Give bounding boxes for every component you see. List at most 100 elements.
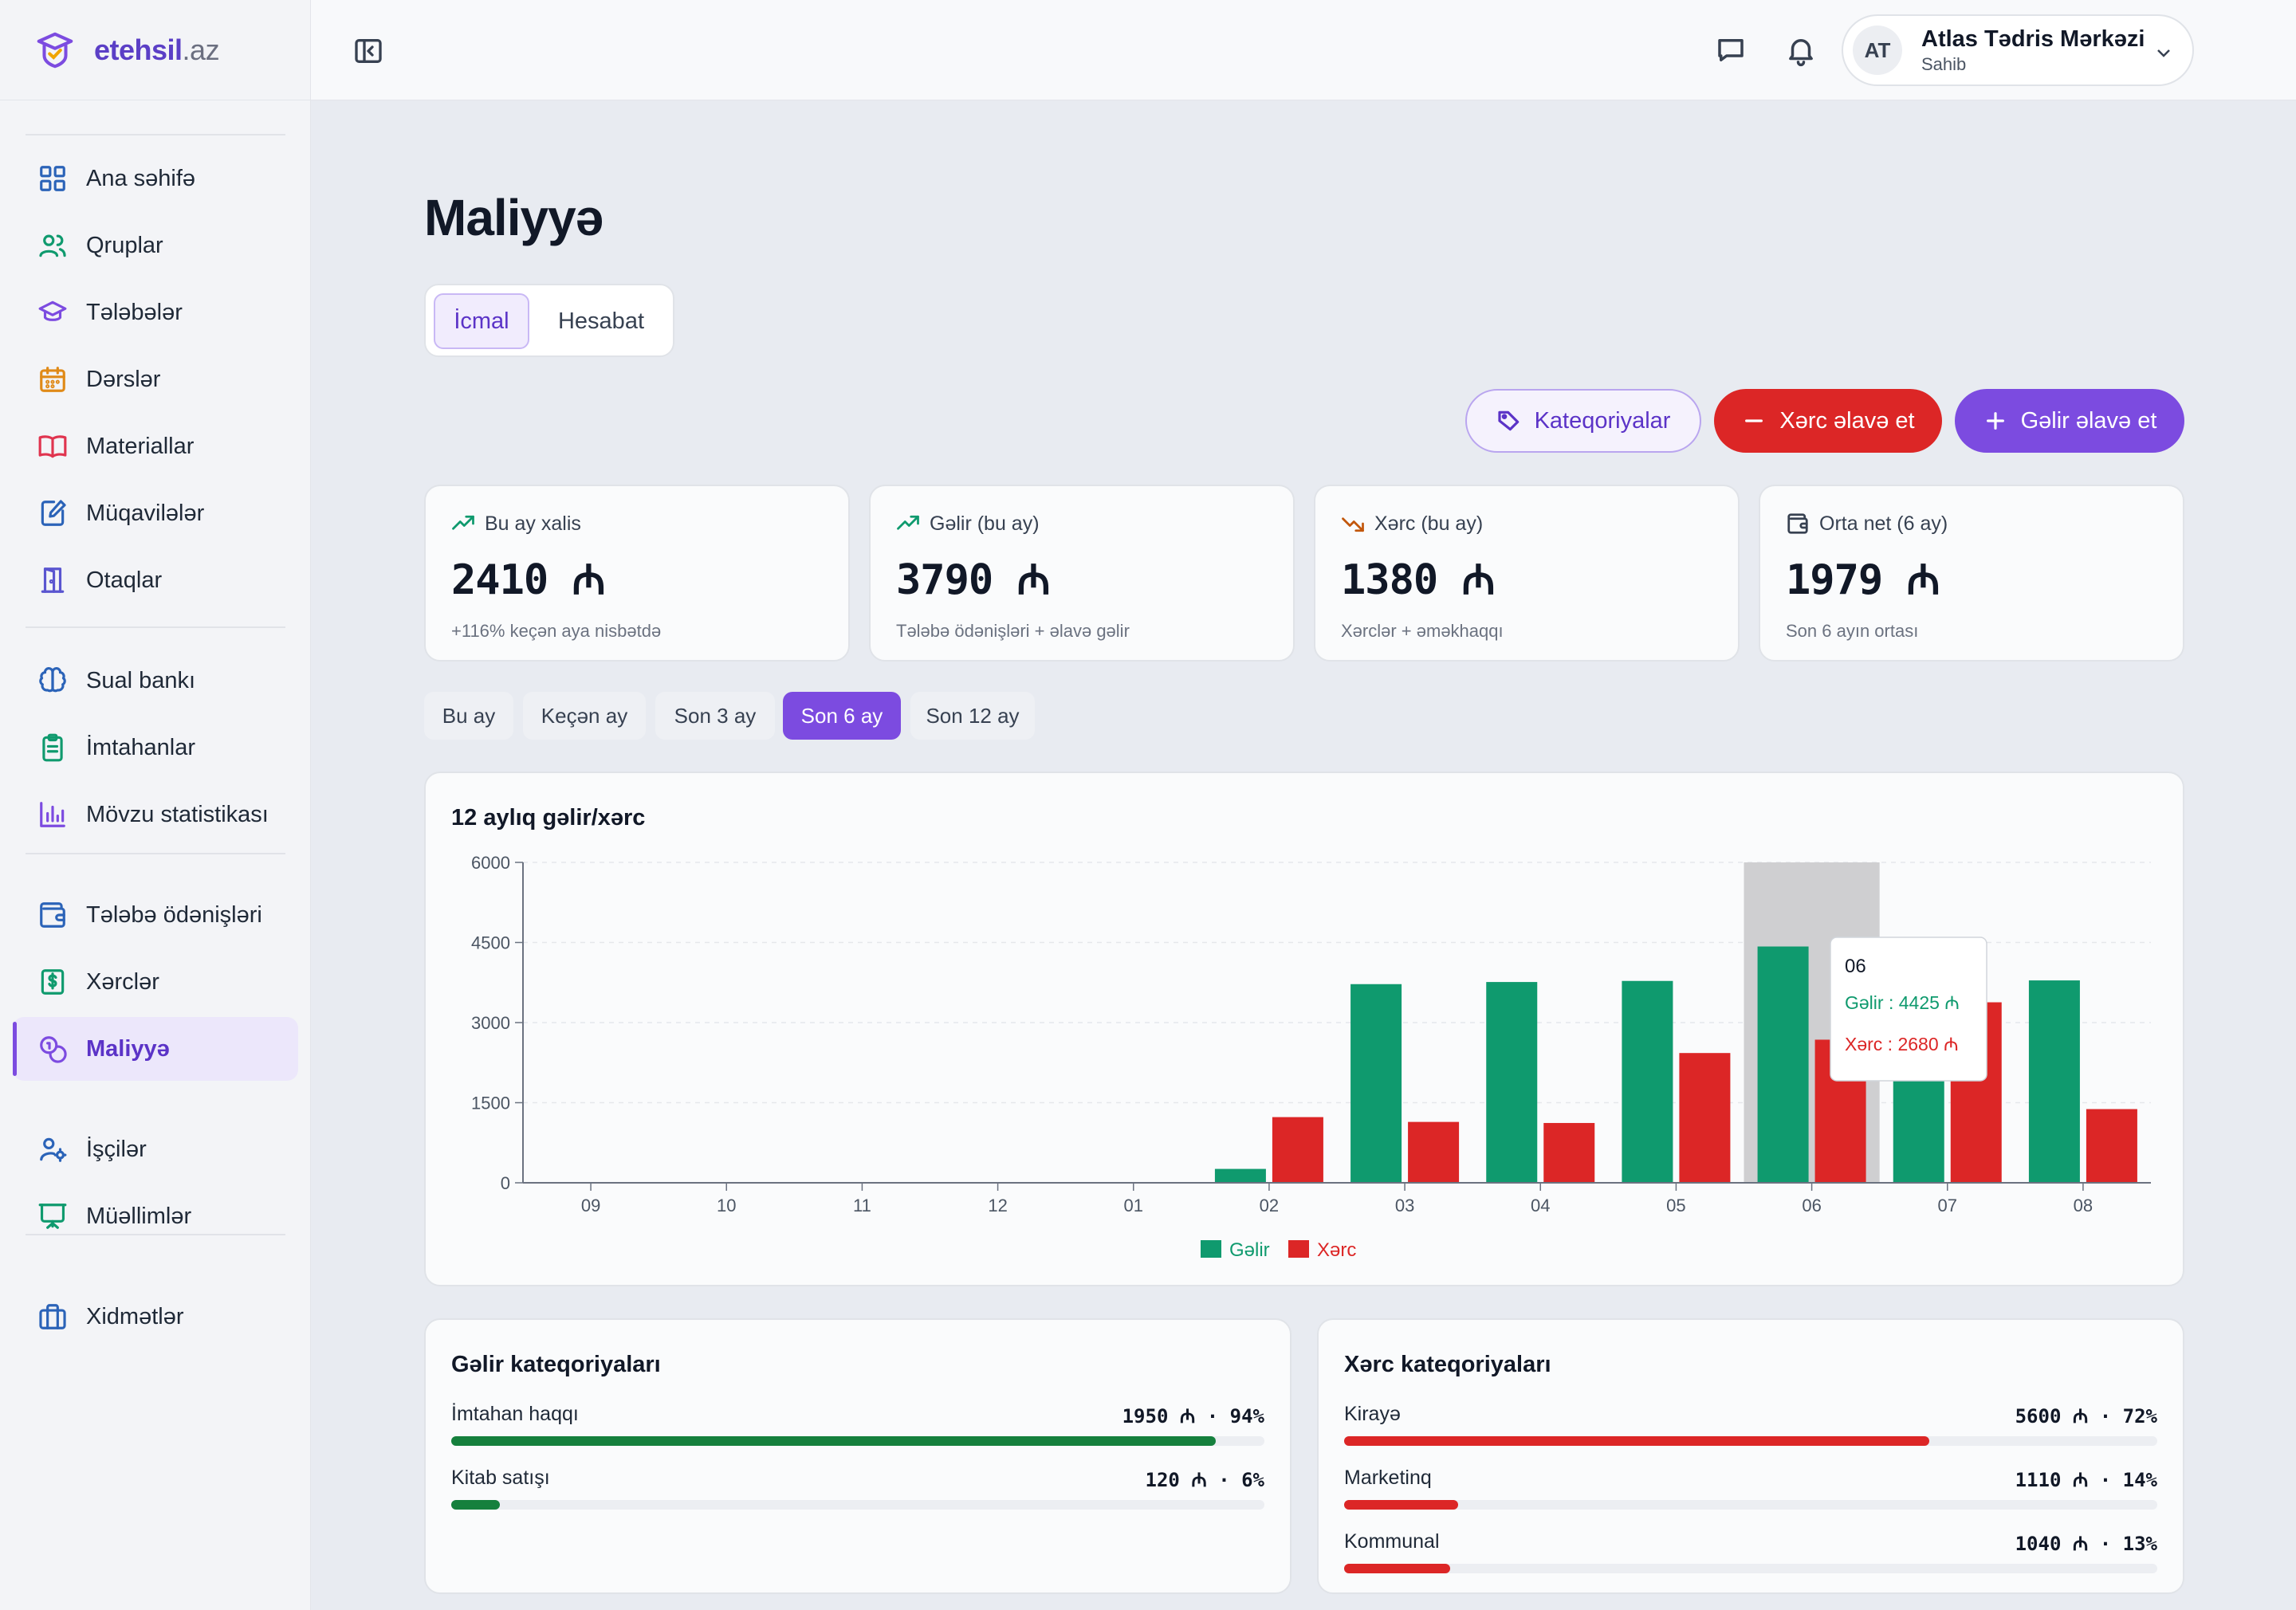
sidebar-item-3[interactable]: Tələbələr xyxy=(13,281,298,344)
sidebar-item-label: Xərclər xyxy=(86,968,159,995)
income-expense-chart[interactable]: 0 1500 3000 4500 6000 09 10 11 12 01 02 03 04 05 06 07 0… xyxy=(426,773,2186,1288)
period-filter-1[interactable]: Bu ay xyxy=(424,692,513,740)
page-title: Maliyyə xyxy=(424,189,603,246)
sidebar-item-1[interactable]: Ana səhifə xyxy=(13,147,298,210)
period-filter-3[interactable]: Son 3 ay xyxy=(655,692,775,740)
nav-divider xyxy=(26,1234,285,1235)
legend-label: Gəlir xyxy=(1229,1239,1270,1261)
sidebar-item-label: Mövzu statistikası xyxy=(86,801,269,827)
chart-title: 12 aylıq gəlir/xərc xyxy=(451,805,646,831)
category-progress-track xyxy=(451,1436,1264,1446)
chart-card: 12 aylıq gəlir/xərc 0 1500 3000 4500 6000 09 1… xyxy=(424,772,2184,1286)
chevron-down-icon xyxy=(2154,43,2173,62)
y-tick-label: 0 xyxy=(501,1173,510,1193)
add-expense-button[interactable]: Xərc əlavə et xyxy=(1714,389,1942,453)
category-name: İmtahan haqqı xyxy=(451,1403,579,1425)
y-tick-label: 3000 xyxy=(471,1013,510,1033)
sidebar-item-7[interactable]: Otaqlar xyxy=(13,548,298,612)
nav-divider xyxy=(26,853,285,854)
x-tick-label: 10 xyxy=(717,1196,736,1215)
stat-label: Orta net (6 ay) xyxy=(1819,512,1948,535)
sidebar: etehsil.az Ana səhifə Qruplar Tələbələr Dər… xyxy=(0,0,311,1610)
income-bar xyxy=(2028,980,2080,1183)
x-tick-label: 09 xyxy=(581,1196,600,1215)
stat-value: 2410 ₼ xyxy=(451,556,606,604)
sidebar-item-12[interactable]: Xərclər xyxy=(13,950,298,1014)
x-tick-label: 08 xyxy=(2074,1196,2093,1215)
sidebar-item-10[interactable]: Mövzu statistikası xyxy=(13,783,298,846)
income-bar xyxy=(1214,1168,1266,1183)
income-bar xyxy=(1350,984,1402,1183)
stat-card: Orta net (6 ay) 1979 ₼ Son 6 ayın ortası xyxy=(1759,485,2184,662)
sidebar-item-11[interactable]: Tələbə ödənişləri xyxy=(13,883,298,947)
x-tick-label: 12 xyxy=(988,1196,1007,1215)
category-value: 1950 ₼ · 94% xyxy=(1122,1405,1264,1427)
chart-tooltip: 06 Gəlir : 4425 ₼ Xərc : 2680 ₼ xyxy=(1830,937,1987,1082)
stat-subtitle: Tələbə ödənişləri + əlavə gəlir xyxy=(896,621,1130,641)
sidebar-item-4[interactable]: Dərslər xyxy=(13,348,298,411)
brand-logo[interactable]: etehsil.az xyxy=(0,0,310,100)
period-filter-2[interactable]: Keçən ay xyxy=(523,692,646,740)
wallet-icon xyxy=(1786,512,1819,536)
stat-card: Gəlir (bu ay) 3790 ₼ Tələbə ödənişləri + ə… xyxy=(869,485,1295,662)
x-tick-label: 03 xyxy=(1395,1196,1414,1215)
category-name: Kommunal xyxy=(1344,1530,1440,1553)
x-tick-label: 01 xyxy=(1124,1196,1143,1215)
bar-chart-icon xyxy=(37,799,69,831)
coins-icon xyxy=(37,1033,69,1065)
tab-icmal[interactable]: İcmal xyxy=(434,293,529,349)
nav-divider xyxy=(26,626,285,628)
category-value: 1110 ₼ · 14% xyxy=(2015,1469,2157,1491)
sidebar-item-13[interactable]: Maliyyə xyxy=(13,1017,298,1081)
sidebar-item-14[interactable]: İşçilər xyxy=(13,1117,298,1181)
topbar: AT Atlas Tədris Mərkəzi Sahib xyxy=(311,0,2296,100)
briefcase-icon xyxy=(37,1301,69,1333)
period-filter-5[interactable]: Son 12 ay xyxy=(910,692,1035,740)
categories-button[interactable]: Kateqoriyalar xyxy=(1465,389,1701,453)
tab-hesabat[interactable]: Hesabat xyxy=(557,308,644,334)
sidebar-item-label: Tələbələr xyxy=(86,299,183,325)
user-role: Sahib xyxy=(1921,53,1967,74)
sidebar-item-6[interactable]: Müqavilələr xyxy=(13,481,298,545)
sidebar-item-label: İşçilər xyxy=(86,1136,147,1162)
tag-icon xyxy=(1497,410,1519,431)
sidebar-item-5[interactable]: Materiallar xyxy=(13,414,298,478)
legend-label: Xərc xyxy=(1317,1239,1356,1261)
bell-icon[interactable] xyxy=(1784,33,1818,67)
sidebar-item-8[interactable]: Sual bankı xyxy=(13,649,298,713)
x-tick-label: 05 xyxy=(1666,1196,1685,1215)
category-name: Kitab satışı xyxy=(451,1467,550,1489)
presentation-icon xyxy=(37,1200,69,1232)
sidebar-item-16[interactable]: Xidmətlər xyxy=(13,1285,298,1349)
user-menu[interactable]: AT Atlas Tədris Mərkəzi Sahib xyxy=(1842,14,2194,86)
income-bar xyxy=(1486,982,1538,1183)
users-icon xyxy=(37,230,69,261)
stat-label: Gəlir (bu ay) xyxy=(930,512,1040,535)
user-name: Atlas Tədris Mərkəzi xyxy=(1921,26,2145,52)
stat-value: 1979 ₼ xyxy=(1786,556,1940,604)
period-filter-4[interactable]: Son 6 ay xyxy=(783,692,901,740)
expense-categories-title: Xərc kateqoriyaları xyxy=(1344,1352,1551,1377)
sidebar-item-label: Tələbə ödənişləri xyxy=(86,901,262,928)
clipboard-icon xyxy=(37,732,69,764)
add-income-button[interactable]: Gəlir əlavə et xyxy=(1955,389,2184,453)
sidebar-item-label: Otaqlar xyxy=(86,567,163,593)
tooltip-box xyxy=(1830,937,1987,1082)
message-icon[interactable] xyxy=(1714,33,1748,67)
legend-swatch xyxy=(1201,1240,1221,1258)
sidebar-item-15[interactable]: Müəllimlər xyxy=(13,1184,298,1248)
wallet-icon xyxy=(37,899,69,931)
brain-icon xyxy=(37,665,69,697)
minus-icon xyxy=(1745,419,1763,422)
expense-bar xyxy=(1272,1117,1323,1183)
category-progress-fill xyxy=(1344,1500,1458,1510)
stat-label: Xərc (bu ay) xyxy=(1374,512,1484,535)
stat-label: Bu ay xalis xyxy=(485,512,581,535)
stat-subtitle: +116% keçən aya nisbətdə xyxy=(451,621,662,641)
x-tick-label: 04 xyxy=(1531,1196,1550,1215)
sidebar-item-9[interactable]: İmtahanlar xyxy=(13,716,298,779)
sidebar-collapse-icon[interactable] xyxy=(352,35,384,67)
sidebar-item-label: Müqavilələr xyxy=(86,500,205,526)
category-progress-fill xyxy=(1344,1436,1930,1446)
sidebar-item-2[interactable]: Qruplar xyxy=(13,214,298,277)
